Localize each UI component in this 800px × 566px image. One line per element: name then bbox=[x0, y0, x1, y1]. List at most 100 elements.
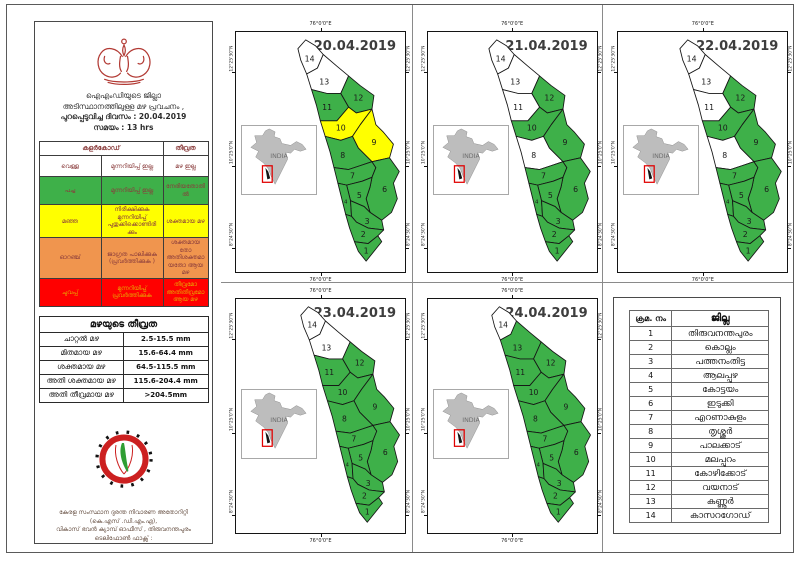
lon-label-bottom: 76°0'0"E bbox=[309, 538, 332, 544]
svg-text:1: 1 bbox=[555, 246, 560, 255]
legend-row: ചുവപ്പ് മുന്നറിയിപ്പ് പ്രവർത്തിക്കുക തീവ്ര… bbox=[38, 277, 209, 307]
district-name-cell: തൃശ്ശൂർ bbox=[671, 424, 769, 439]
lat-tick bbox=[405, 339, 409, 340]
district-name-cell: പാലക്കാട് bbox=[671, 438, 769, 453]
map-cell: 22.04.2019 76°0'0"E 76°0'0"E 12°25'30"N … bbox=[602, 5, 794, 283]
india-shape bbox=[250, 392, 307, 449]
map-cell: 21.04.2019 76°0'0"E 76°0'0"E 12°25'30"N … bbox=[411, 5, 603, 283]
map-frame: 22.04.2019 76°0'0"E 76°0'0"E 12°25'30"N … bbox=[612, 21, 794, 283]
svg-text:1: 1 bbox=[746, 246, 751, 255]
svg-text:6: 6 bbox=[574, 448, 579, 457]
svg-text:9: 9 bbox=[564, 402, 569, 411]
kerala-govt-emblem bbox=[96, 38, 151, 86]
district-name-cell: ഇടുക്കി bbox=[671, 396, 769, 411]
lon-label-top: 76°0'0"E bbox=[501, 288, 524, 294]
lat-label-left: 8°24'30"N bbox=[229, 222, 235, 247]
legend-advisory-cell: നിരീക്ഷിക്കുക മുന്നറിയിപ്പ് പുതുക്കിക്കൊ… bbox=[100, 204, 164, 239]
lon-label-bottom: 76°0'0"E bbox=[501, 538, 524, 544]
svg-text:12: 12 bbox=[354, 359, 364, 368]
lon-label-bottom: 76°0'0"E bbox=[691, 277, 714, 283]
svg-text:13: 13 bbox=[513, 343, 523, 352]
map-frame: 23.04.2019 76°0'0"E 76°0'0"E 12°25'30"N … bbox=[230, 288, 412, 544]
svg-text:6: 6 bbox=[382, 185, 387, 194]
lon-tick-bottom bbox=[320, 533, 322, 537]
svg-text:4: 4 bbox=[344, 200, 348, 206]
lat-tick bbox=[423, 248, 428, 249]
lon-tick-bottom bbox=[512, 533, 514, 537]
kerala-locator-box bbox=[261, 165, 273, 183]
kerala-sliver bbox=[457, 167, 462, 180]
district-name-cell: ആലപ്പുഴ bbox=[671, 368, 769, 383]
svg-text:14: 14 bbox=[496, 54, 506, 63]
svg-text:2: 2 bbox=[361, 230, 366, 239]
title-line-issue-date: പുറപ്പെടുവിച്ച ദിവസം : 20.04.2019 bbox=[60, 112, 187, 122]
inset-india-label: INDIA bbox=[462, 417, 480, 424]
lat-label-right: 12°25'30"N bbox=[788, 45, 794, 72]
india-inset-svg: INDIA bbox=[442, 392, 499, 449]
lat-label-left: 10°25'0"N bbox=[421, 140, 427, 165]
inset-india-label: INDIA bbox=[653, 153, 671, 160]
lon-label-top: 76°0'0"E bbox=[309, 21, 332, 27]
svg-text:2: 2 bbox=[553, 492, 558, 501]
lat-label-right: 8°24'30"N bbox=[788, 222, 794, 247]
district-serial-cell: 6 bbox=[629, 396, 672, 411]
india-inset-map: INDIA bbox=[432, 125, 509, 195]
svg-text:2: 2 bbox=[743, 230, 748, 239]
lat-tick bbox=[423, 515, 428, 516]
kerala-district-map: 14 13 12 11 10 9 8 7 6 5 4 3 2 1 bbox=[297, 39, 400, 262]
maps-grid: ക്രമ. നം ജില്ല 1 തിരുവനന്തപുരം 2 കൊല്ലം 3 പത്… bbox=[221, 5, 794, 552]
lon-label-top: 76°0'0"E bbox=[501, 21, 524, 27]
district-name-cell: പത്തനംതിട്ട bbox=[671, 354, 769, 369]
kerala-sliver bbox=[265, 167, 271, 180]
district-row: 12 വയനാട് bbox=[629, 480, 769, 495]
district-1 bbox=[355, 497, 383, 523]
legend-intensity-cell: നേരിയതോതിൽ bbox=[162, 176, 209, 206]
svg-text:1: 1 bbox=[556, 508, 561, 517]
address-line: വികാസ് ഭവൻ ക്യാമ്പ് ഓഫീസ് , തിരുവനന്തപുര… bbox=[56, 526, 191, 533]
lat-label-left: 8°24'30"N bbox=[229, 489, 235, 514]
svg-text:7: 7 bbox=[351, 435, 356, 444]
svg-text:12: 12 bbox=[736, 93, 746, 102]
district-list-table: ക്രമ. നം ജില്ല 1 തിരുവനന്തപുരം 2 കൊല്ലം 3 പത്… bbox=[629, 310, 770, 523]
map-cell: 24.04.2019 76°0'0"E 76°0'0"E 12°25'30"N … bbox=[411, 282, 603, 552]
map-date-label: 21.04.2019 bbox=[505, 39, 588, 54]
svg-text:5: 5 bbox=[550, 454, 555, 463]
lat-tick bbox=[614, 166, 619, 167]
district-2 bbox=[536, 213, 576, 245]
district-name-cell: കണ്ണൂർ bbox=[671, 494, 769, 509]
india-shape bbox=[632, 128, 689, 185]
district-1 bbox=[545, 235, 574, 262]
address-line: കേരള സംസ്ഥാന ദുരന്ത നിവാരണ അതോറിറ്റി bbox=[59, 509, 188, 516]
svg-text:13: 13 bbox=[701, 78, 711, 87]
district-number-labels: 14 13 12 11 10 9 8 7 6 5 4 3 2 1 bbox=[304, 54, 387, 255]
district-2 bbox=[538, 476, 577, 506]
district-serial-cell: 12 bbox=[629, 480, 672, 495]
legend-advisory-cell: മുന്നറിയിപ്പ് പ്രവർത്തിക്കുക bbox=[100, 277, 164, 307]
legend-row: മഞ്ഞ നിരീക്ഷിക്കുക മുന്നറിയിപ്പ് പുതുക്കി… bbox=[38, 204, 209, 239]
india-shape bbox=[250, 128, 307, 185]
district-row: 14 കാസറഗോഡ് bbox=[629, 508, 769, 523]
lat-tick bbox=[614, 248, 619, 249]
kerala-locator-box bbox=[453, 165, 465, 183]
district-serial-cell: 7 bbox=[629, 410, 672, 425]
svg-text:10: 10 bbox=[529, 388, 539, 397]
district-name-cell: മലപ്പുറം bbox=[671, 452, 769, 467]
legend-row: പച്ച മുന്നറിയിപ്പ് ഇല്ല നേരിയതോതിൽ bbox=[38, 176, 209, 206]
svg-text:4: 4 bbox=[535, 200, 539, 206]
lat-tick bbox=[787, 248, 792, 249]
map-date-label: 23.04.2019 bbox=[313, 306, 396, 321]
svg-text:11: 11 bbox=[704, 103, 714, 112]
district-name-cell: കോട്ടയം bbox=[671, 382, 769, 397]
map-date-label: 24.04.2019 bbox=[505, 306, 588, 321]
map-date-label: 20.04.2019 bbox=[313, 39, 396, 54]
india-inset-map: INDIA bbox=[432, 389, 509, 459]
lat-label-left: 10°25'0"N bbox=[229, 407, 235, 432]
india-inset-svg: INDIA bbox=[442, 128, 499, 185]
ksdma-logo bbox=[94, 430, 153, 488]
district-1 bbox=[353, 235, 382, 262]
svg-text:1: 1 bbox=[365, 508, 370, 517]
district-row: 7 എറണാകുളം bbox=[629, 410, 769, 425]
district-name-cell: കാസറഗോഡ് bbox=[671, 508, 769, 523]
svg-text:12: 12 bbox=[353, 93, 363, 102]
address-line: (കെ.എസ് .ഡി.എം.എ), bbox=[89, 517, 158, 525]
